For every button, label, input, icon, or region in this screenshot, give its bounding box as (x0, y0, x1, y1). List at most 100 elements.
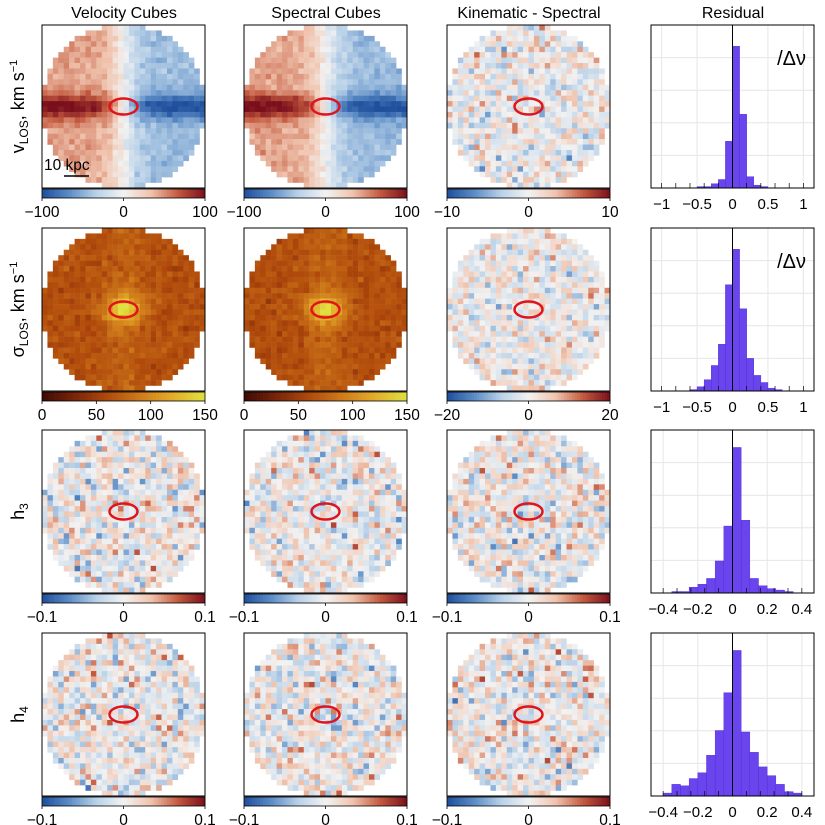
heatmap-cell (128, 287, 135, 294)
heatmap-cell (90, 266, 97, 272)
heatmap-cell (330, 320, 337, 327)
heatmap-cell (74, 122, 81, 129)
heatmap-cell (379, 336, 386, 343)
heatmap-cell (593, 128, 600, 134)
heatmap-cell (271, 309, 277, 316)
heatmap-cell (479, 271, 486, 278)
heatmap-cell (260, 133, 266, 140)
heatmap-cell (457, 336, 464, 343)
heatmap-cell (347, 139, 353, 145)
heatmap-cell (539, 117, 546, 124)
heatmap-cell (506, 149, 513, 156)
heatmap-cell (128, 122, 135, 129)
heatmap-cell (85, 435, 92, 442)
heatmap-cell (374, 347, 381, 354)
heatmap-cell (582, 63, 589, 69)
heatmap-cell (330, 385, 337, 392)
heatmap-cell (517, 249, 524, 256)
heatmap-cell (501, 358, 508, 365)
heatmap-cell (495, 282, 502, 289)
heatmap-cell (80, 298, 86, 305)
heatmap-cell (139, 352, 146, 359)
heatmap-cell (303, 276, 310, 283)
heatmap-cell (298, 73, 305, 80)
heatmap-cell (385, 73, 391, 80)
heatmap-cell (495, 111, 502, 118)
heatmap-cell (249, 325, 256, 332)
heatmap-cell (177, 287, 184, 294)
heatmap-cell (341, 282, 348, 289)
heatmap-cell (303, 238, 310, 245)
heatmap-cell (150, 282, 157, 289)
heatmap-cell (599, 122, 605, 129)
heatmap-cell (533, 128, 540, 134)
heatmap-cell (161, 111, 168, 118)
heatmap-cell (96, 331, 103, 337)
heatmap-cell (139, 314, 146, 321)
heatmap-cell (90, 149, 97, 156)
heatmap-cell (112, 149, 119, 156)
heatmap-cell (363, 84, 370, 91)
heatmap-cell (528, 35, 535, 42)
heatmap-cell (544, 363, 551, 370)
heatmap-cell (463, 122, 469, 129)
heatmap-cell (501, 52, 508, 58)
heatmap-cell (390, 314, 397, 321)
heatmap-cell (347, 63, 353, 69)
heatmap-cell (358, 287, 364, 294)
colorbar-segment (74, 189, 78, 198)
heatmap-cell (112, 68, 119, 75)
heatmap-cell (561, 128, 567, 134)
heatmap-cell (490, 63, 497, 69)
heatmap-cell (166, 314, 173, 321)
heatmap-cell (582, 282, 589, 289)
heatmap-cell (118, 276, 124, 283)
heatmap-cell (254, 133, 261, 140)
heatmap-cell (287, 122, 294, 129)
heatmap-cell (101, 457, 108, 463)
heatmap-cell (539, 68, 546, 75)
heatmap-cell (582, 287, 589, 294)
heatmap-cell (385, 117, 391, 124)
heatmap-cell (457, 111, 464, 118)
heatmap-cell (347, 380, 353, 386)
heatmap-cell (156, 255, 162, 261)
heatmap-cell (352, 336, 359, 343)
panel-frame (446, 24, 611, 189)
heatmap-cell (490, 35, 497, 42)
heatmap-cell (550, 298, 556, 305)
heatmap-cell (577, 304, 584, 310)
heatmap-cell (128, 101, 135, 107)
heatmap-cell (379, 73, 386, 80)
heatmap-cell (298, 266, 305, 272)
heatmap-cell (599, 314, 605, 321)
heatmap-cell (156, 111, 162, 118)
heatmap-cell (347, 260, 353, 267)
heatmap-cell (260, 95, 266, 102)
heatmap-cell (571, 90, 578, 96)
heatmap-cell (123, 155, 130, 162)
heatmap-cell (468, 298, 475, 305)
heatmap-cell (561, 244, 567, 250)
heatmap-cell (485, 144, 491, 151)
heatmap-cell (139, 347, 146, 354)
heatmap-cell (166, 166, 173, 172)
heatmap-cell (101, 369, 108, 375)
heatmap-cell (101, 149, 108, 156)
heatmap-cell (150, 304, 157, 310)
heatmap-cell (550, 177, 556, 183)
heatmap-cell (571, 287, 578, 294)
heatmap-cell (385, 320, 391, 327)
heatmap-cell (276, 331, 283, 337)
heatmap-cell (58, 52, 64, 58)
heatmap-cell (463, 304, 469, 310)
heatmap-cell (188, 271, 195, 278)
heatmap-cell (166, 309, 173, 316)
heatmap-cell (123, 160, 130, 167)
heatmap-cell (177, 46, 184, 53)
heatmap-cell (118, 358, 124, 365)
heatmap-cell (468, 347, 475, 354)
heatmap-cell (539, 374, 546, 381)
heatmap-cell (85, 255, 92, 261)
heatmap-cell (512, 347, 518, 354)
